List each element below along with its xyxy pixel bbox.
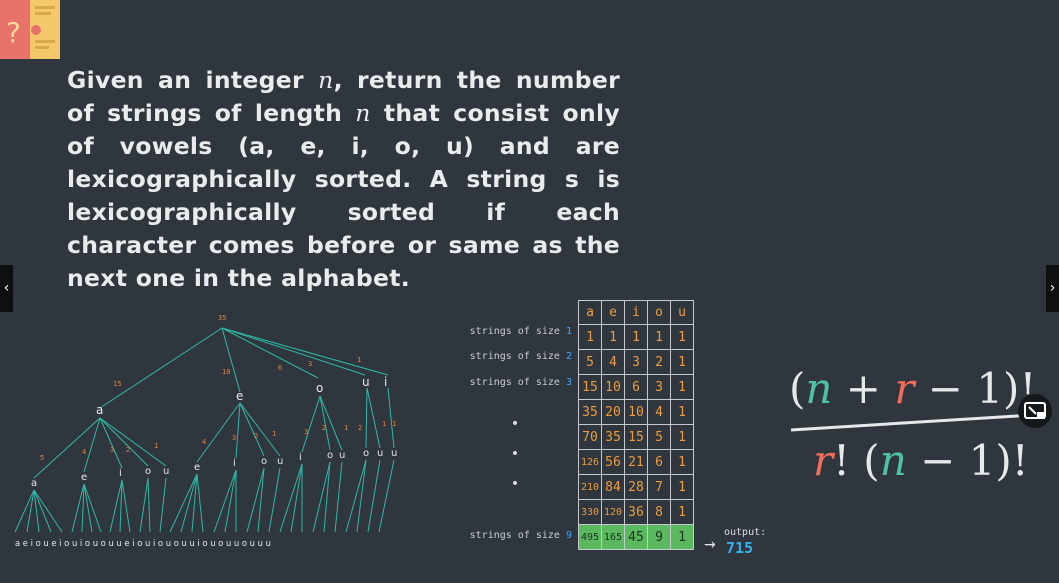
svg-text:2: 2 [358, 424, 362, 432]
svg-text:u: u [377, 448, 383, 459]
svg-text:u: u [391, 448, 397, 459]
svg-text:4: 4 [202, 438, 206, 446]
tree-node-o: o [316, 381, 323, 395]
svg-text:u: u [277, 456, 283, 467]
svg-text:2: 2 [322, 424, 326, 432]
row-label-size-1: strings of size 1 [469, 326, 572, 337]
svg-text:o: o [327, 450, 333, 461]
svg-text:e: e [194, 462, 200, 473]
tree-leaf-letters: a e i o u e i o u i o u o u u e i o u i … [15, 538, 271, 548]
svg-text:3: 3 [304, 428, 308, 436]
svg-text:o: o [145, 466, 151, 477]
dp-row: 35 20 10 4 1 [578, 399, 694, 425]
svg-text:i: i [119, 468, 122, 479]
output-arrow-icon: → [704, 537, 716, 553]
svg-text:o: o [261, 456, 267, 467]
svg-text:u: u [339, 450, 345, 461]
ellipsis-dot: • [510, 416, 520, 432]
svg-text:1: 1 [272, 430, 276, 438]
tree-node-e: e [236, 389, 243, 403]
chevron-left-icon: ‹ [3, 280, 10, 296]
row-label-size-3: strings of size 3 [469, 377, 572, 388]
tree-count-o: 3 [308, 360, 312, 368]
tree-node-u: u [362, 375, 370, 389]
minimize-video-button[interactable] [1018, 394, 1052, 428]
tree-count-u: 1 [357, 356, 361, 364]
svg-text:1: 1 [154, 442, 158, 450]
dp-row: 70 35 15 5 1 [578, 424, 694, 450]
vowel-combination-tree: 35 15 10 6 3 1 5 4 3 2 1 4 3 2 1 3 2 1 2… [14, 314, 397, 548]
problem-statement: Given an integer n, return the number of… [67, 66, 620, 292]
svg-text:2: 2 [254, 432, 258, 440]
dp-row: 210 84 28 7 1 [578, 474, 694, 500]
quiz-logo-icon: ? [0, 0, 60, 59]
svg-text:i: i [299, 452, 302, 463]
combination-formula: (n + r − 1)! r! (n − 1)! [789, 364, 1036, 485]
picture-in-picture-icon [1024, 402, 1046, 419]
svg-text:2: 2 [126, 446, 130, 454]
dp-row: 126 56 21 6 1 [578, 449, 694, 475]
svg-text:1: 1 [382, 420, 386, 428]
tree-count-i: 6 [278, 364, 282, 372]
tree-node-i: i [384, 375, 387, 389]
svg-text:3: 3 [110, 446, 114, 454]
svg-text:(n + r − 1)!: (n + r − 1)! [789, 364, 1036, 413]
svg-text:a: a [31, 478, 37, 489]
svg-text:o: o [363, 448, 369, 459]
dp-row: 15 10 6 3 1 [578, 374, 694, 400]
svg-text:1: 1 [392, 420, 396, 428]
svg-text:i: i [233, 458, 236, 469]
next-slide-button[interactable]: › [1046, 265, 1059, 312]
svg-text:4: 4 [82, 448, 86, 456]
tree-root-count: 35 [218, 314, 226, 322]
tree-node-a: a [96, 403, 103, 417]
dp-result-row: 495 165 45 9 1 [578, 524, 694, 550]
svg-text:3: 3 [232, 434, 236, 442]
dp-row: 330 120 36 8 1 [578, 499, 694, 525]
output-label: output: [724, 527, 767, 538]
ellipsis-dot: • [510, 446, 520, 462]
tree-count-e: 10 [222, 368, 230, 376]
svg-text:5: 5 [40, 454, 44, 462]
tree-count-a: 15 [113, 380, 121, 388]
row-label-size-2: strings of size 2 [469, 351, 572, 362]
svg-text:r! (n − 1)!: r! (n − 1)! [813, 436, 1029, 485]
previous-slide-button[interactable]: ‹ [0, 265, 13, 312]
svg-text:u: u [163, 466, 169, 477]
svg-text:1: 1 [344, 424, 348, 432]
chevron-right-icon: › [1049, 280, 1056, 296]
output-value: 715 [726, 539, 754, 557]
svg-text:e: e [81, 472, 87, 483]
ellipsis-dot: • [510, 476, 520, 492]
row-label-size-9: strings of size 9 [469, 530, 572, 541]
svg-text:?: ? [6, 16, 21, 49]
